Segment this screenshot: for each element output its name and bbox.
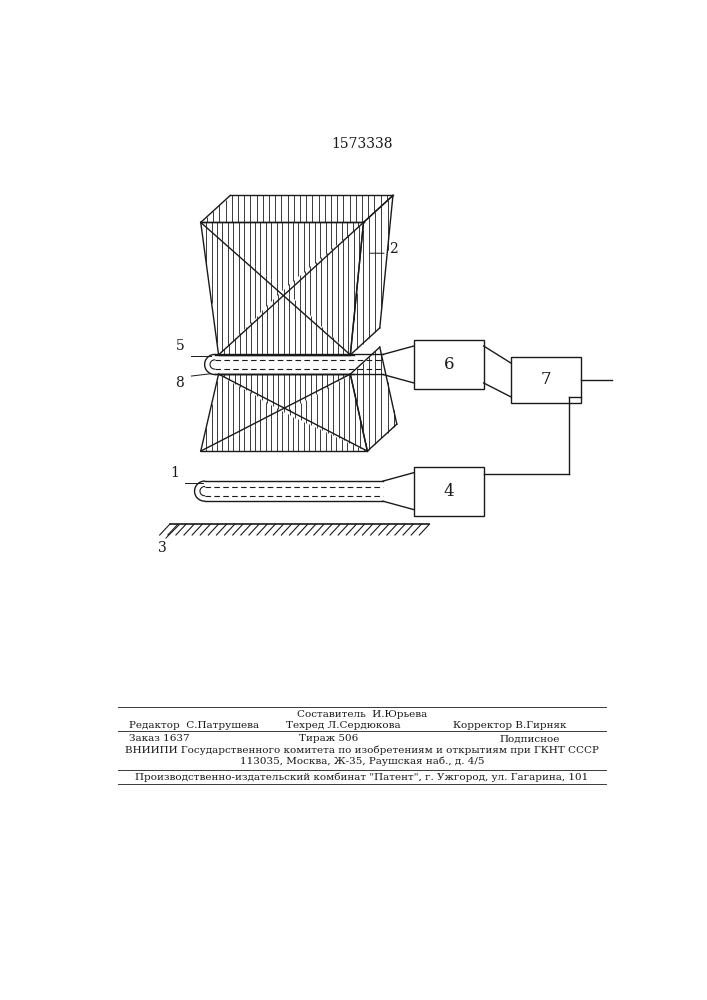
Text: 5: 5 xyxy=(175,339,185,353)
Text: Подписное: Подписное xyxy=(499,734,559,743)
Text: 1: 1 xyxy=(170,466,180,480)
Text: Заказ 1637: Заказ 1637 xyxy=(129,734,189,743)
Bar xyxy=(414,340,484,389)
Text: 8: 8 xyxy=(175,376,185,390)
Text: 113035, Москва, Ж-35, Раушская наб., д. 4/5: 113035, Москва, Ж-35, Раушская наб., д. … xyxy=(240,756,484,766)
Text: Тираж 506: Тираж 506 xyxy=(299,734,358,743)
Text: 4: 4 xyxy=(443,483,454,500)
Bar xyxy=(510,357,580,403)
Text: 7: 7 xyxy=(540,371,551,388)
Text: 2: 2 xyxy=(389,242,398,256)
Text: Производственно-издательский комбинат "Патент", г. Ужгород, ул. Гагарина, 101: Производственно-издательский комбинат "П… xyxy=(135,773,588,782)
Text: ВНИИПИ Государственного комитета по изобретениям и открытиям при ГКНТ СССР: ВНИИПИ Государственного комитета по изоб… xyxy=(125,745,599,755)
Text: 3: 3 xyxy=(158,541,166,555)
Bar xyxy=(414,466,484,516)
Text: Редактор  С.Патрушева: Редактор С.Патрушева xyxy=(129,721,259,730)
Text: 6: 6 xyxy=(443,356,454,373)
Text: 1573338: 1573338 xyxy=(331,137,392,151)
Text: Техред Л.Сердюкова: Техред Л.Сердюкова xyxy=(286,721,401,730)
Text: Составитель  И.Юрьева: Составитель И.Юрьева xyxy=(297,710,427,719)
Text: Корректор В.Гирняк: Корректор В.Гирняк xyxy=(452,721,566,730)
